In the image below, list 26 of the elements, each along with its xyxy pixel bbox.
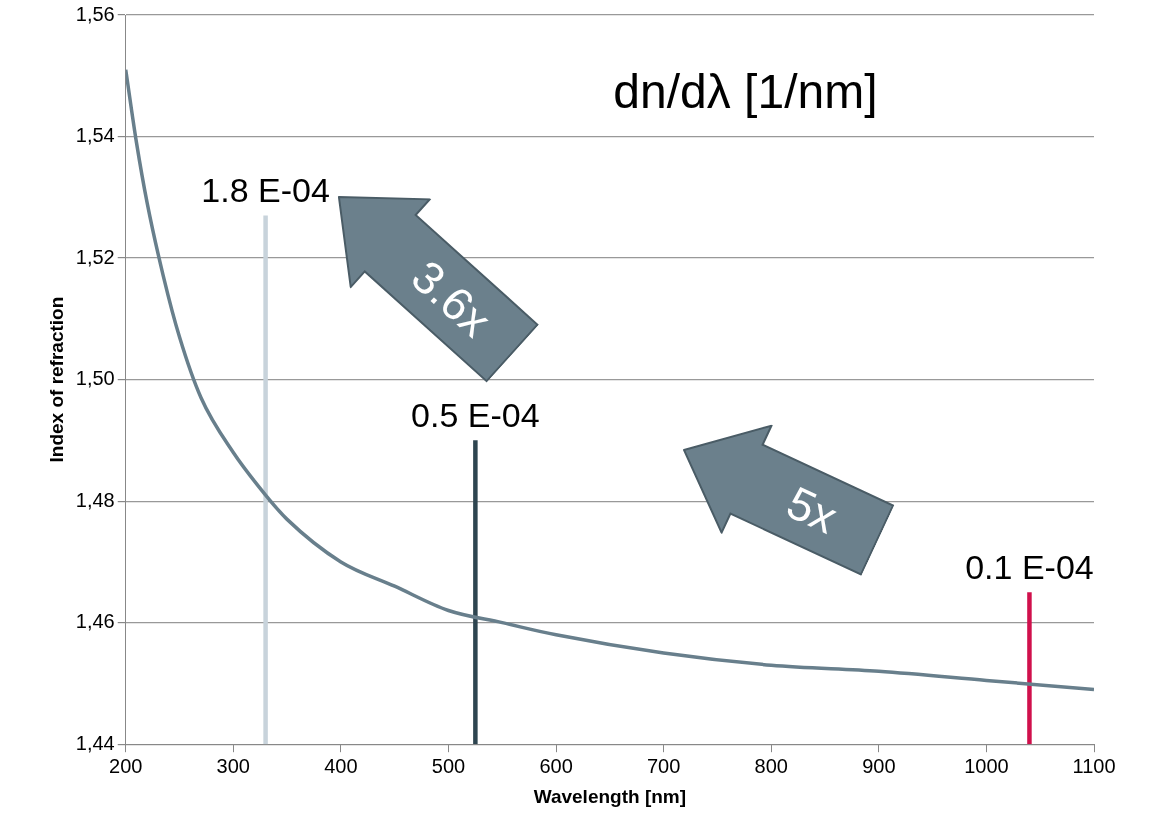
annotation: 1.8 E-04 bbox=[201, 170, 330, 209]
text: dn/dλ [1/nm] bbox=[613, 65, 878, 119]
x-tick-label: 600 bbox=[539, 754, 573, 777]
y-tick-label: 1,46 bbox=[75, 610, 115, 633]
x-tick-label: 1100 bbox=[1072, 754, 1116, 777]
x-tick-label: 300 bbox=[216, 754, 250, 777]
annotation: 0.1 E-04 bbox=[965, 547, 1094, 586]
line-series bbox=[125, 67, 1094, 692]
y-tick-label: 1,44 bbox=[75, 731, 115, 754]
x-tick-label: 200 bbox=[109, 754, 143, 777]
y-axis-title: Index of refraction bbox=[45, 296, 67, 463]
annotation: 3.6x bbox=[401, 250, 501, 347]
annotation: 5x bbox=[778, 475, 845, 544]
x-tick-label: 500 bbox=[431, 754, 466, 777]
y-tick-label: 1,48 bbox=[75, 488, 115, 511]
y-tick-label: 1,52 bbox=[75, 245, 115, 268]
x-tick-label: 900 bbox=[862, 754, 896, 777]
x-tick-label: 800 bbox=[754, 754, 788, 777]
y-tick-label: 1,54 bbox=[75, 124, 115, 147]
y-tick-label: 1,50 bbox=[75, 367, 115, 390]
x-tick-label: 400 bbox=[324, 754, 358, 777]
y-tick-label: 1,56 bbox=[75, 2, 115, 25]
x-tick-label: 1000 bbox=[964, 754, 1009, 777]
x-tick-label: 700 bbox=[646, 754, 681, 777]
annotation: 0.5 E-04 bbox=[411, 395, 540, 434]
x-axis-title: Wavelength [nm] bbox=[533, 785, 687, 807]
